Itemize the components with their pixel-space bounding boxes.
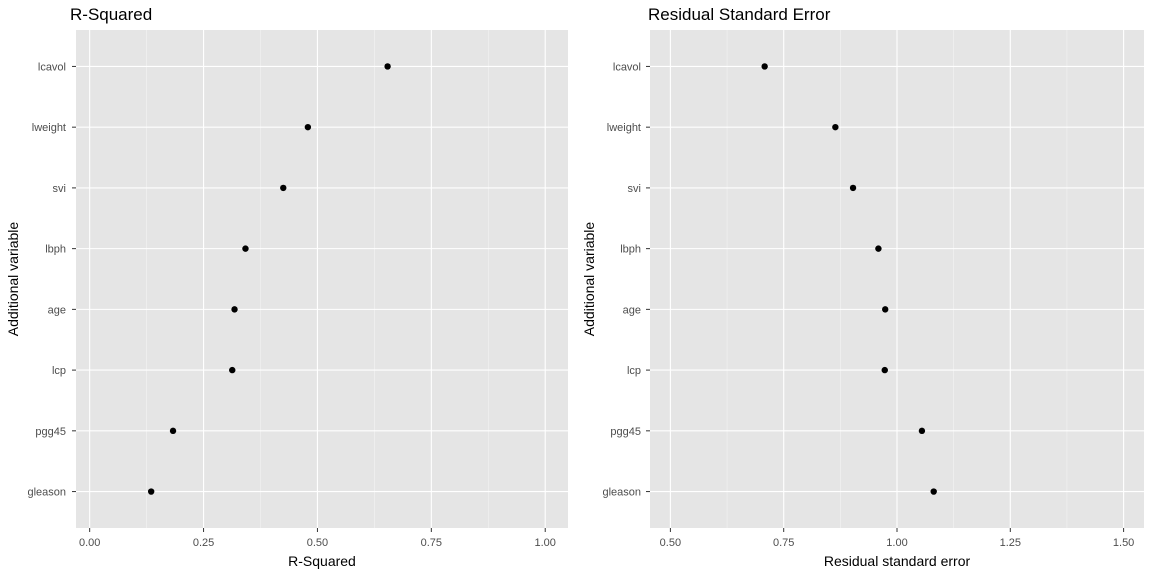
y-tick-label-lcavol: lcavol xyxy=(38,61,66,73)
data-point-pgg45 xyxy=(918,427,926,435)
r-squared-chart: lcavol lweight svi lbph age lcp pgg45 gleason 0.… xyxy=(5,5,568,569)
y-tick-label-svi: svi xyxy=(53,183,66,195)
x-axis-title: Residual standard error xyxy=(824,553,971,569)
y-tick-label-svi: svi xyxy=(628,183,641,195)
data-point-lbph xyxy=(875,245,882,252)
y-tick-label-gleason: gleason xyxy=(27,487,66,499)
y-tick-label-age: age xyxy=(623,304,641,316)
data-point-gleason xyxy=(930,488,937,495)
x-tick-label: 0.75 xyxy=(773,537,794,549)
x-tick-label: 0.75 xyxy=(421,537,442,549)
x-axis-title: R-Squared xyxy=(288,553,356,569)
data-point-lcp xyxy=(881,366,888,374)
y-tick-label-lcavol: lcavol xyxy=(613,61,641,73)
y-axis-title: Additional variable xyxy=(581,222,597,337)
y-tick-label-lweight: lweight xyxy=(607,122,641,134)
x-tick-label: 0.50 xyxy=(660,537,681,549)
y-tick-label-gleason: gleason xyxy=(602,487,641,499)
x-tick-label: 0.25 xyxy=(193,537,214,549)
y-axis-title: Additional variable xyxy=(5,222,21,337)
data-point-lweight xyxy=(304,123,312,131)
data-point-svi xyxy=(849,184,857,192)
data-point-svi xyxy=(280,184,287,192)
data-point-lweight xyxy=(832,123,839,131)
y-tick-label-age: age xyxy=(48,304,66,316)
data-point-age xyxy=(882,306,889,313)
y-tick-label-lbph: lbph xyxy=(620,244,641,256)
x-tick-label: 1.00 xyxy=(535,537,556,549)
data-point-lcavol xyxy=(761,63,768,70)
data-point-lcavol xyxy=(384,63,391,70)
data-point-lcp xyxy=(229,366,236,374)
chart-title: Residual Standard Error xyxy=(648,5,831,24)
data-point-gleason xyxy=(147,488,155,495)
y-tick-label-pgg45: pgg45 xyxy=(610,426,641,438)
panel-background xyxy=(76,30,568,528)
data-point-age xyxy=(231,306,238,313)
y-tick-label-lweight: lweight xyxy=(32,122,66,134)
data-point-lbph xyxy=(242,245,249,252)
data-point-pgg45 xyxy=(169,427,177,435)
y-tick-label-lbph: lbph xyxy=(45,244,66,256)
x-tick-label: 1.50 xyxy=(1113,537,1134,549)
residual-standard-error-chart: lcavol lweight svi lbph age lcp pgg45 gleason 0.… xyxy=(581,5,1144,569)
chart-title: R-Squared xyxy=(70,5,152,24)
x-tick-label: 1.00 xyxy=(886,537,907,549)
y-tick-label-pgg45: pgg45 xyxy=(35,426,66,438)
y-tick-label-lcp: lcp xyxy=(52,365,66,377)
x-tick-label: 0.50 xyxy=(307,537,328,549)
y-tick-label-lcp: lcp xyxy=(627,365,641,377)
x-tick-label: 0.00 xyxy=(79,537,100,549)
x-tick-label: 1.25 xyxy=(1000,537,1021,549)
